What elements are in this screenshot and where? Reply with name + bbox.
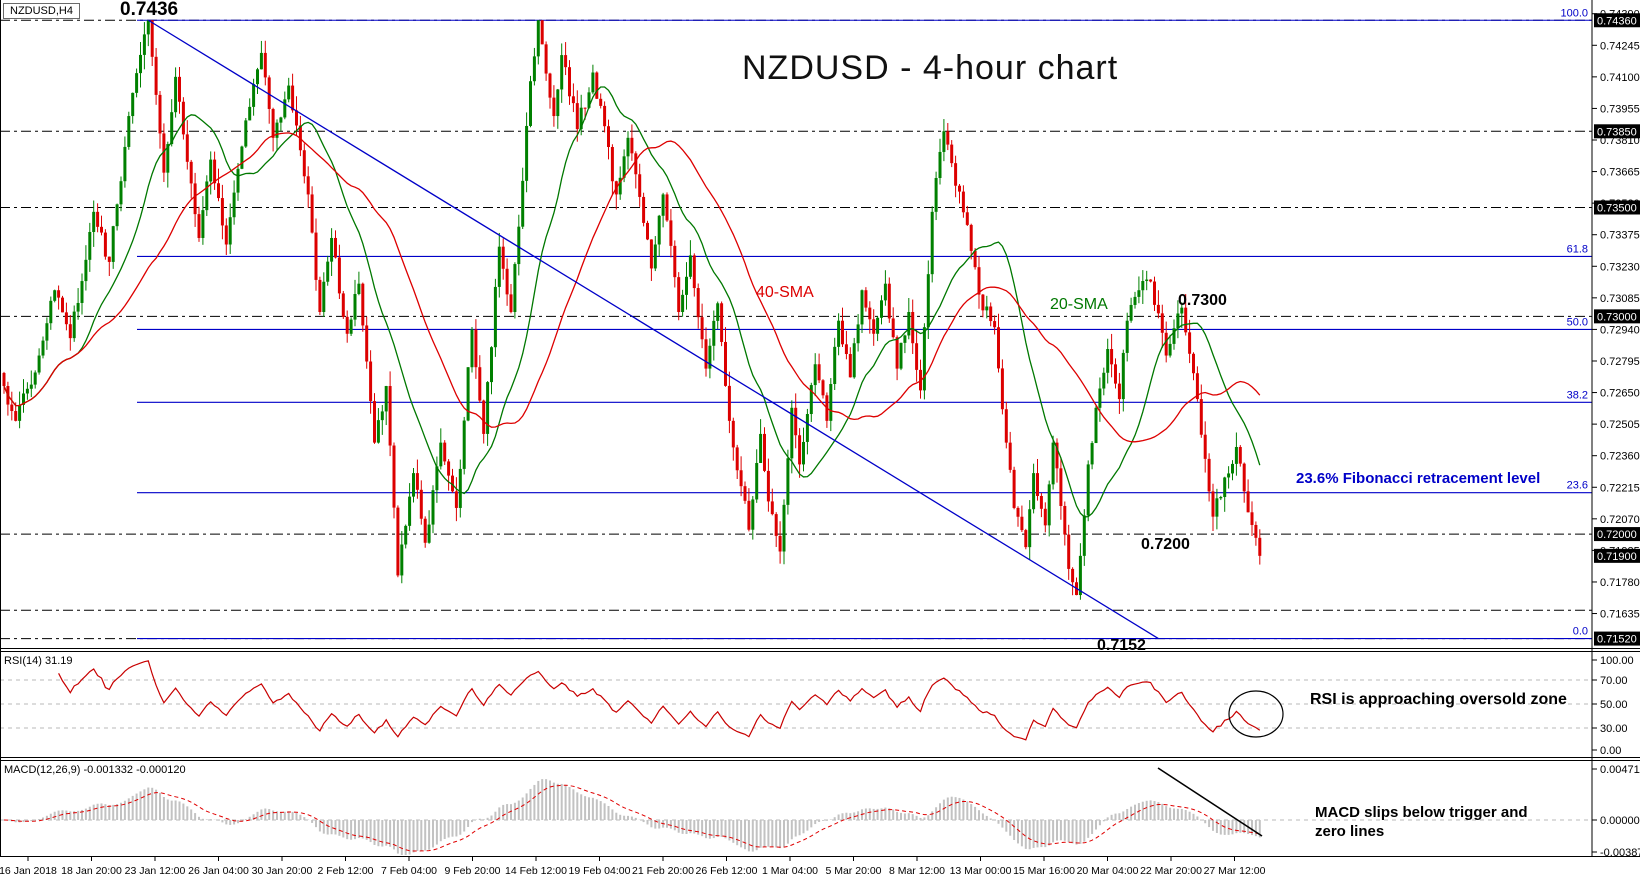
- macd-note-line2[interactable]: zero lines: [1315, 823, 1385, 840]
- sma20-label: 20-SMA: [1050, 296, 1108, 313]
- time-axis[interactable]: 16 Jan 2018 18 Jan 20:00 23 Jan 12:00 26 Ja…: [0, 856, 1266, 877]
- macd-down-trendline: [1157, 767, 1263, 837]
- fib-level-label-100.0: 100.0: [1560, 7, 1588, 19]
- macd-panel[interactable]: [0, 761, 1592, 856]
- macd-axis-label: 0.000000: [1600, 815, 1640, 827]
- fib-level-label-38.2: 38.2: [1567, 389, 1588, 401]
- price-tick: 0.72940: [1600, 324, 1640, 336]
- annotation-level-0.7200[interactable]: 0.7200: [1141, 536, 1190, 553]
- panel-separators: [0, 648, 1640, 857]
- price-tick: 0.71635: [1600, 609, 1640, 621]
- sma40-label: 40-SMA: [756, 284, 814, 301]
- price-tick: 0.72795: [1600, 356, 1640, 368]
- level-price-box: 0.73000: [1597, 311, 1637, 323]
- fib-level-label-50.0: 50.0: [1567, 316, 1588, 328]
- time-axis-label: 20 Mar 04:00: [1077, 865, 1139, 877]
- price-tick: 0.74245: [1600, 40, 1640, 52]
- time-axis-label: 5 Mar 20:00: [825, 865, 881, 877]
- time-axis-label: 27 Mar 12:00: [1204, 865, 1266, 877]
- rsi-axis-label: 100.00: [1600, 655, 1634, 667]
- macd-indicator-label: MACD(12,26,9) -0.001332 -0.000120: [4, 764, 186, 776]
- macd-signal-line: [3, 784, 1260, 852]
- macd-note-line1[interactable]: MACD slips below trigger and: [1315, 804, 1528, 821]
- symbol-timeframe-label: NZDUSD,H4: [3, 3, 80, 20]
- time-axis-label: 9 Feb 20:00: [444, 865, 500, 877]
- time-axis-label: 19 Feb 04:00: [569, 865, 631, 877]
- rsi-note[interactable]: RSI is approaching oversold zone: [1310, 691, 1567, 708]
- time-axis-label: 2 Feb 12:00: [317, 865, 373, 877]
- price-tick: 0.74100: [1600, 72, 1640, 84]
- level-price-box: 0.71520: [1597, 634, 1637, 646]
- fib-level-label-0.0: 0.0: [1573, 626, 1588, 638]
- price-axis[interactable]: 0.743900.742450.741000.739550.738100.736…: [0, 0, 1640, 859]
- price-tick: 0.72070: [1600, 514, 1640, 526]
- annotation-level-0.7300[interactable]: 0.7300: [1178, 292, 1227, 309]
- rsi-highlight-circle: [1228, 690, 1284, 738]
- rsi-panel[interactable]: [0, 652, 1592, 757]
- annotation-level-0.7152[interactable]: 0.7152: [1097, 637, 1146, 654]
- macd-axis-label: 0.004711: [1600, 764, 1640, 776]
- time-axis-label: 26 Jan 04:00: [188, 865, 249, 877]
- time-axis-label: 7 Feb 04:00: [381, 865, 437, 877]
- annotation-high-0.7436[interactable]: 0.7436: [120, 0, 179, 20]
- sma20-line: [3, 86, 1261, 518]
- price-tick: 0.73955: [1600, 103, 1640, 115]
- rsi-indicator-label: RSI(14) 31.19: [4, 655, 73, 667]
- level-price-box: 0.73500: [1597, 202, 1637, 214]
- price-tick: 0.73665: [1600, 167, 1640, 179]
- price-tick: 0.72360: [1600, 451, 1640, 463]
- descending-trendline: [147, 19, 1159, 640]
- sma40-line: [3, 132, 1261, 443]
- time-axis-label: 18 Jan 20:00: [61, 865, 122, 877]
- time-axis-label: 23 Jan 12:00: [125, 865, 186, 877]
- fib-level-label-23.6: 23.6: [1567, 480, 1588, 492]
- time-axis-label: 26 Feb 12:00: [696, 865, 758, 877]
- time-axis-label: 21 Feb 20:00: [632, 865, 694, 877]
- price-tick: 0.73375: [1600, 230, 1640, 242]
- macd-axis-label: -0.003877: [1600, 847, 1640, 859]
- time-axis-label: 1 Mar 04:00: [762, 865, 818, 877]
- rsi-line: [58, 660, 1261, 741]
- time-axis-label: 14 Feb 12:00: [505, 865, 567, 877]
- main-price-panel[interactable]: 100.0 61.8 50.0 38.2 23.6 0.0: [0, 0, 1592, 648]
- time-axis-label: 30 Jan 20:00: [252, 865, 313, 877]
- price-tick: 0.72215: [1600, 482, 1640, 494]
- price-tick: 0.72505: [1600, 419, 1640, 431]
- price-tick: 0.73085: [1600, 293, 1640, 305]
- chart-title: NZDUSD - 4-hour chart: [742, 49, 1119, 87]
- rsi-axis-label: 70.00: [1600, 675, 1628, 687]
- time-axis-label: 13 Mar 00:00: [950, 865, 1012, 877]
- fibonacci-note[interactable]: 23.6% Fibonacci retracement level: [1296, 470, 1541, 487]
- time-axis-label: 22 Mar 20:00: [1140, 865, 1202, 877]
- fib-level-label-61.8: 61.8: [1567, 243, 1588, 255]
- price-tick: 0.71780: [1600, 577, 1640, 589]
- rsi-axis-label: 0.00: [1600, 745, 1621, 757]
- price-tick: 0.72650: [1600, 388, 1640, 400]
- level-price-box: 0.72000: [1597, 529, 1637, 541]
- rsi-axis-label: 50.00: [1600, 699, 1628, 711]
- time-axis-label: 15 Mar 16:00: [1013, 865, 1075, 877]
- rsi-axis-label: 30.00: [1600, 723, 1628, 735]
- time-axis-label: 8 Mar 12:00: [889, 865, 945, 877]
- level-price-box: 0.73850: [1597, 126, 1637, 138]
- current-price-box: 0.71900: [1597, 551, 1637, 563]
- time-axis-label: 16 Jan 2018: [0, 865, 57, 877]
- level-price-box: 0.74360: [1597, 15, 1637, 27]
- price-tick: 0.73230: [1600, 261, 1640, 273]
